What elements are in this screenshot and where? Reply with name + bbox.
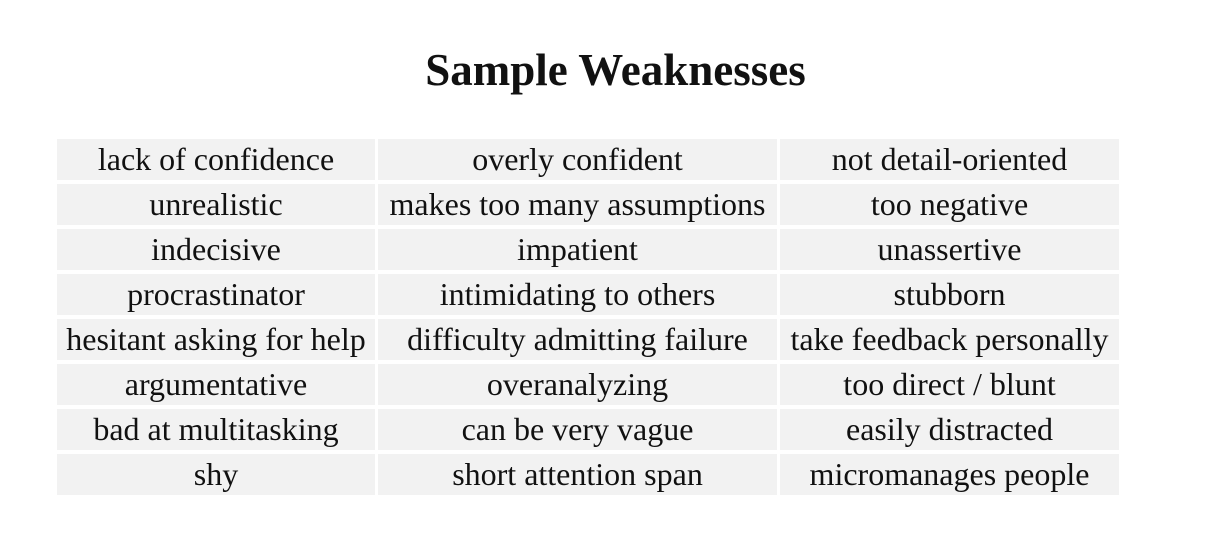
- table-cell: intimidating to others: [378, 274, 777, 315]
- table-cell: easily distracted: [780, 409, 1119, 450]
- table-row: indecisive impatient unassertive: [57, 229, 1119, 270]
- table-cell: argumentative: [57, 364, 375, 405]
- table-row: bad at multitasking can be very vague ea…: [57, 409, 1119, 450]
- table-cell: impatient: [378, 229, 777, 270]
- table-cell: stubborn: [780, 274, 1119, 315]
- table-row: hesitant asking for help difficulty admi…: [57, 319, 1119, 360]
- page-title: Sample Weaknesses: [425, 45, 806, 95]
- table-cell: difficulty admitting failure: [378, 319, 777, 360]
- table-row: argumentative overanalyzing too direct /…: [57, 364, 1119, 405]
- table-cell: unassertive: [780, 229, 1119, 270]
- table-row: unrealistic makes too many assumptions t…: [57, 184, 1119, 225]
- table-cell: too direct / blunt: [780, 364, 1119, 405]
- table-cell: not detail-oriented: [780, 139, 1119, 180]
- table-row: procrastinator intimidating to others st…: [57, 274, 1119, 315]
- table-cell: can be very vague: [378, 409, 777, 450]
- table-cell: overanalyzing: [378, 364, 777, 405]
- table-cell: short attention span: [378, 454, 777, 495]
- table-cell: procrastinator: [57, 274, 375, 315]
- table-cell: lack of confidence: [57, 139, 375, 180]
- table-cell: take feedback personally: [780, 319, 1119, 360]
- table-row: shy short attention span micromanages pe…: [57, 454, 1119, 495]
- table-cell: makes too many assumptions: [378, 184, 777, 225]
- table-cell: overly confident: [378, 139, 777, 180]
- table-cell: too negative: [780, 184, 1119, 225]
- table-cell: shy: [57, 454, 375, 495]
- table-cell: hesitant asking for help: [57, 319, 375, 360]
- table-cell: bad at multitasking: [57, 409, 375, 450]
- table-cell: unrealistic: [57, 184, 375, 225]
- weaknesses-table: lack of confidence overly confident not …: [54, 135, 1122, 499]
- table-cell: indecisive: [57, 229, 375, 270]
- table-cell: micromanages people: [780, 454, 1119, 495]
- table-row: lack of confidence overly confident not …: [57, 139, 1119, 180]
